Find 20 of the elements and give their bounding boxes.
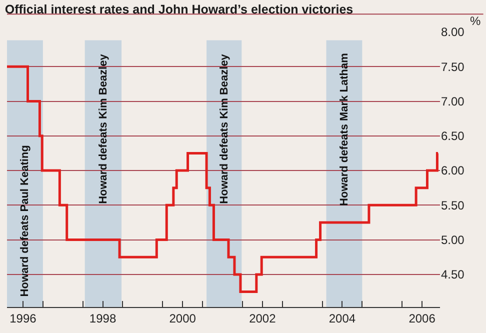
band-label: Howard defeats Paul Keating [19, 145, 32, 297]
y-tick-label: 7.50 [441, 60, 465, 74]
x-tick-label: 2004 [328, 311, 356, 326]
y-tick-label: 5.00 [441, 233, 465, 248]
x-tick-label: 2006 [408, 311, 436, 326]
x-tick-label: 2000 [169, 311, 196, 326]
y-tick-label: 6.50 [441, 129, 465, 144]
y-tick-label: 6.00 [441, 164, 465, 178]
y-tick-label: 5.50 [441, 198, 465, 212]
band-label: Howard defeats Kim Beazley [218, 53, 230, 204]
chart-title: Official interest rates and John Howard’s election victories [4, 2, 354, 17]
y-axis-title: % [470, 14, 481, 28]
x-tick-label: 1996 [10, 311, 37, 326]
x-tick-label: 1998 [89, 311, 116, 326]
y-tick-label: 7.00 [441, 94, 465, 108]
band-label: Howard defeats Kim Beazley [97, 53, 110, 204]
band-label: Howard defeats Mark Latham [338, 52, 350, 206]
x-tick-label: 2002 [249, 311, 276, 326]
y-tick-label: 4.50 [441, 268, 465, 282]
y-tick-label: 8.00 [441, 25, 465, 40]
